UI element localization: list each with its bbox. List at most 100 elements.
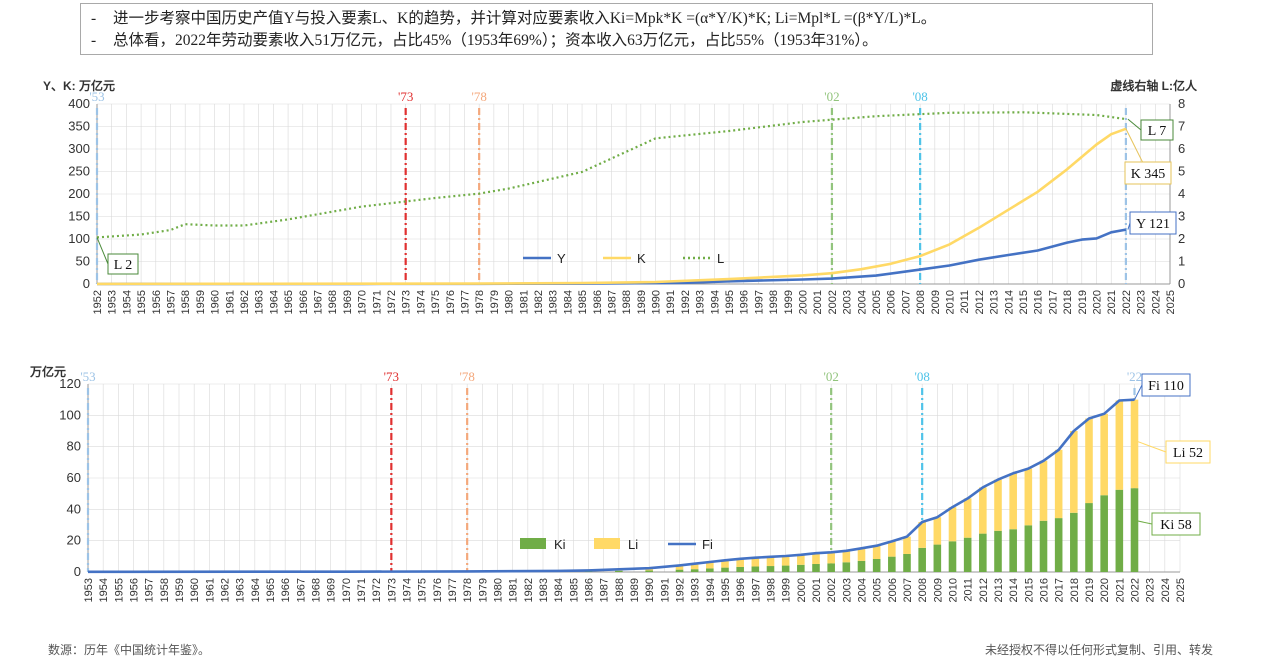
note-bullet: - xyxy=(91,32,97,49)
x-tick-label: 2019 xyxy=(1077,290,1089,314)
x-tick-label: 2024 xyxy=(1150,290,1162,314)
bar-Ki xyxy=(736,566,744,572)
x-tick-label: 1980 xyxy=(493,578,505,602)
period-marker-label: '53 xyxy=(80,369,95,384)
callout-box xyxy=(1141,373,1191,397)
period-marker-label: '22 xyxy=(1127,369,1142,384)
x-tick-label: 1985 xyxy=(568,578,580,602)
callout-leader xyxy=(96,237,109,265)
bar-Li xyxy=(781,556,790,566)
callout-label: K 345 xyxy=(1131,167,1166,182)
x-tick-label: 1977 xyxy=(459,290,471,314)
x-tick-label: 1965 xyxy=(265,578,277,602)
x-tick-label: 1955 xyxy=(136,290,148,314)
callout-leader xyxy=(1134,439,1167,453)
x-tick-label: 1998 xyxy=(768,290,780,314)
x-tick-label: 1972 xyxy=(386,290,398,314)
bar-Ki xyxy=(1130,488,1139,572)
y2-tick-label: 4 xyxy=(1178,186,1185,201)
x-tick-label: 1988 xyxy=(614,578,626,602)
x-tick-label: 2013 xyxy=(989,290,1001,314)
x-tick-label: 1992 xyxy=(680,290,692,314)
bar-Li xyxy=(857,548,866,561)
x-tick-label: 2024 xyxy=(1160,578,1172,602)
footer-source: 数源：历年《中国统计年鉴》。 xyxy=(48,643,211,657)
y-tick-label: 400 xyxy=(68,96,90,111)
bar-Ki xyxy=(872,558,881,572)
x-tick-label: 2019 xyxy=(1084,578,1096,602)
x-tick-label: 1989 xyxy=(636,290,648,314)
x-tick-label: 1969 xyxy=(342,290,354,314)
bar-Ki xyxy=(615,570,623,572)
series-line-L xyxy=(96,111,1127,239)
bar-Ki xyxy=(766,566,775,572)
bar-Li xyxy=(797,554,805,565)
bar-Li xyxy=(933,517,942,545)
x-tick-label: 2005 xyxy=(872,578,884,602)
x-tick-label: 2015 xyxy=(1023,578,1035,602)
x-tick-label: 1998 xyxy=(766,578,778,602)
x-tick-label: 2025 xyxy=(1165,290,1177,314)
y-tick-label: 150 xyxy=(68,209,90,224)
period-marker-label: '78 xyxy=(471,89,486,104)
x-tick-label: 1958 xyxy=(180,290,192,314)
x-tick-label: 1959 xyxy=(174,578,186,602)
y2-tick-label: 6 xyxy=(1178,141,1185,156)
y2-axis-title: 虚线右轴 L:亿人 xyxy=(1110,78,1198,93)
footer-copyright: 未经授权不得以任何形式复制、引用、转发 xyxy=(984,643,1213,657)
x-tick-label: 2008 xyxy=(915,290,927,314)
x-tick-label: 1957 xyxy=(165,290,177,314)
x-tick-label: 2023 xyxy=(1136,290,1148,314)
x-tick-label: 1983 xyxy=(538,578,550,602)
y-tick-label: 350 xyxy=(68,119,90,134)
x-tick-label: 1986 xyxy=(584,578,596,602)
x-tick-label: 1953 xyxy=(107,290,119,314)
x-tick-label: 1961 xyxy=(224,290,236,314)
x-tick-label: 1975 xyxy=(430,290,442,314)
x-tick-label: 1978 xyxy=(462,578,474,602)
x-tick-label: 1979 xyxy=(477,578,489,602)
bar-Li xyxy=(675,565,684,570)
x-tick-label: 1970 xyxy=(341,578,353,602)
x-tick-label: 2014 xyxy=(1008,578,1020,602)
x-tick-label: 2014 xyxy=(1003,290,1015,314)
bar-Li xyxy=(706,561,714,569)
x-tick-label: 2002 xyxy=(826,578,838,602)
x-tick-label: 1973 xyxy=(401,290,413,314)
x-tick-label: 2025 xyxy=(1175,578,1187,602)
x-tick-label: 1971 xyxy=(371,290,383,314)
legend-label: Fi xyxy=(702,537,713,552)
x-tick-label: 1982 xyxy=(523,578,535,602)
x-tick-label: 2001 xyxy=(811,578,823,602)
bar-Li xyxy=(751,557,760,567)
y2-tick-label: 7 xyxy=(1178,119,1185,134)
bar-Ki xyxy=(1054,518,1063,572)
bar-Ki xyxy=(797,564,805,572)
x-tick-label: 2018 xyxy=(1062,290,1074,314)
legend-label: Li xyxy=(628,537,638,552)
bar-Ki xyxy=(751,566,760,572)
x-tick-label: 2002 xyxy=(827,290,839,314)
x-tick-label: 1957 xyxy=(144,578,156,602)
x-tick-label: 2000 xyxy=(798,290,810,314)
bar-Li xyxy=(1009,473,1017,530)
x-tick-label: 1982 xyxy=(533,290,545,314)
bar-Li xyxy=(812,553,820,565)
bar-Li xyxy=(1100,413,1108,496)
x-tick-label: 2010 xyxy=(945,290,957,314)
y-axis-title: 万亿元 xyxy=(29,364,66,379)
y-tick-label: 100 xyxy=(59,407,81,422)
note-text: 总体看，2022年劳动要素收入51万亿元，占比45%（1953年69%）；资本收… xyxy=(113,32,878,49)
bar-Li xyxy=(1054,449,1063,519)
legend-swatch xyxy=(520,538,546,549)
x-tick-label: 1964 xyxy=(268,290,280,314)
period-marker-label: '02 xyxy=(823,369,838,384)
bar-Li xyxy=(690,563,699,570)
note-bullet: - xyxy=(91,10,97,27)
callout-box xyxy=(1124,161,1172,185)
x-tick-label: 2011 xyxy=(959,290,971,314)
bar-Ki xyxy=(675,569,684,572)
bar-Ki xyxy=(1085,503,1093,572)
x-tick-label: 2021 xyxy=(1106,290,1118,314)
callout-label: Li 52 xyxy=(1173,446,1203,461)
